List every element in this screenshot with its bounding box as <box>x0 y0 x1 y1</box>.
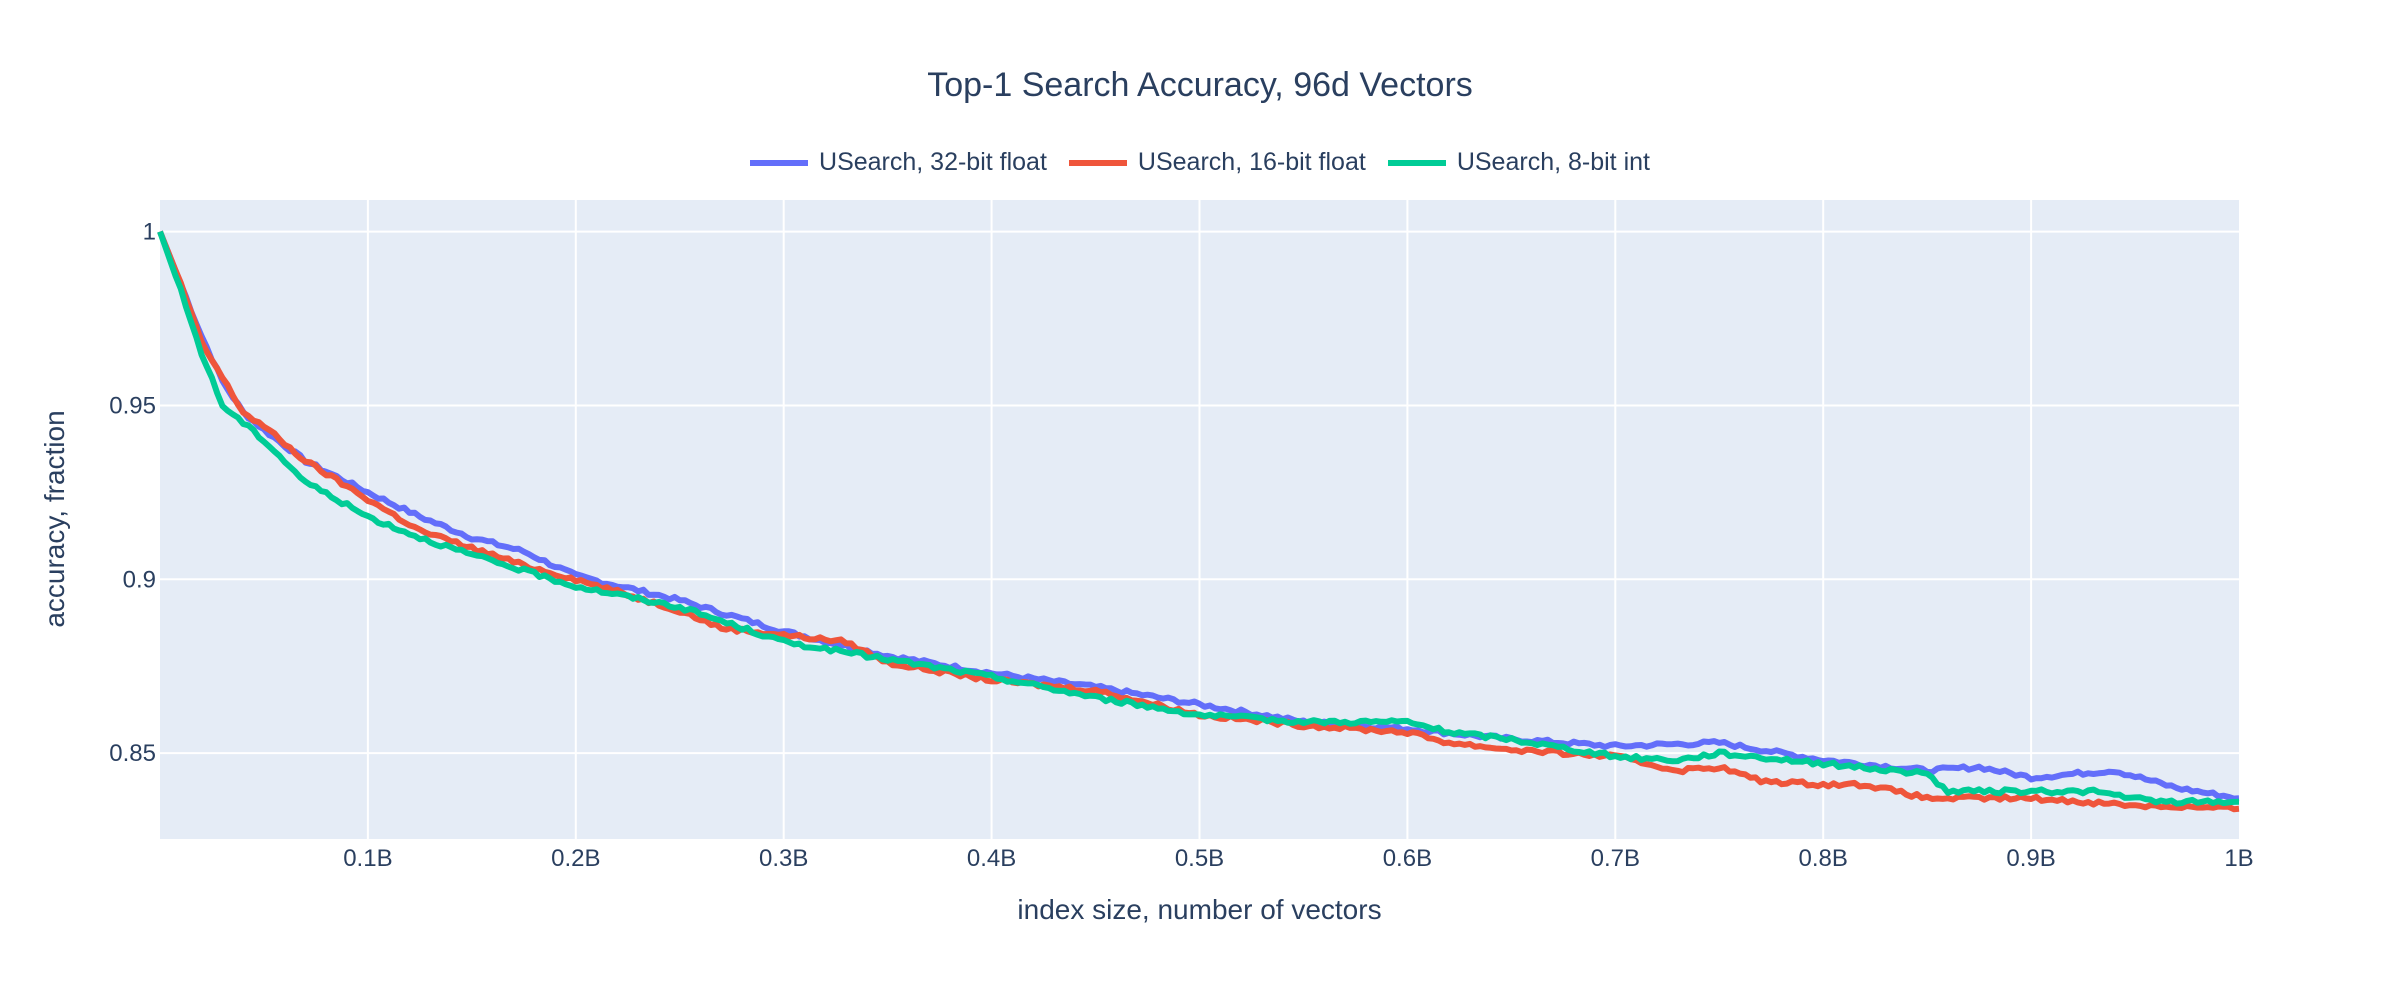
legend-label-16bit: USearch, 16-bit float <box>1137 148 1366 176</box>
series-lines <box>157 230 2240 813</box>
y-tick-label: 0.85 <box>109 740 156 767</box>
legend-item-8bit[interactable]: USearch, 8-bit int <box>1387 148 1650 177</box>
x-tick-label: 0.1B <box>343 845 392 872</box>
x-axis-title: index size, number of vectors <box>1017 894 1382 925</box>
x-tick-label: 0.6B <box>1383 845 1432 872</box>
x-tick-label: 0.9B <box>2006 845 2055 872</box>
x-tick-label: 0.2B <box>551 845 600 872</box>
y-axis-title: accuracy, fraction <box>39 410 70 628</box>
legend-swatch-32bit <box>750 159 809 166</box>
x-tick-label: 0.5B <box>1175 845 1224 872</box>
legend: USearch, 32-bit float USearch, 16-bit fl… <box>0 148 2400 177</box>
chart-title: Top-1 Search Accuracy, 96d Vectors <box>927 66 1473 104</box>
legend-label-32bit: USearch, 32-bit float <box>819 148 1047 176</box>
legend-item-32bit[interactable]: USearch, 32-bit float <box>750 148 1047 177</box>
y-tick-label: 1 <box>143 219 156 246</box>
y-tick-label: 0.9 <box>123 566 156 593</box>
series-line-2[interactable] <box>157 230 2240 807</box>
x-tick-label: 0.4B <box>967 845 1016 872</box>
x-tick-label: 0.7B <box>1591 845 1640 872</box>
x-tick-label: 0.3B <box>759 845 808 872</box>
tick-labels: 0.1B 0.2B 0.3B 0.4B 0.5B 0.6B 0.7B 0.8B 0.9B 1B 0.… <box>109 219 2253 872</box>
legend-swatch-8bit <box>1387 159 1446 166</box>
legend-label-8bit: USearch, 8-bit int <box>1456 148 1650 176</box>
legend-swatch-16bit <box>1068 159 1127 166</box>
y-tick-label: 0.95 <box>109 392 156 419</box>
x-tick-label: 1B <box>2224 845 2253 872</box>
x-tick-label: 0.8B <box>1799 845 1848 872</box>
legend-item-16bit[interactable]: USearch, 16-bit float <box>1068 148 1366 177</box>
